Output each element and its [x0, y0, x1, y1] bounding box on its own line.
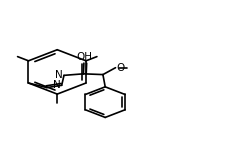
Text: O: O — [117, 63, 125, 73]
Text: N: N — [53, 80, 60, 90]
Text: OH: OH — [76, 52, 92, 62]
Text: N: N — [55, 70, 63, 80]
